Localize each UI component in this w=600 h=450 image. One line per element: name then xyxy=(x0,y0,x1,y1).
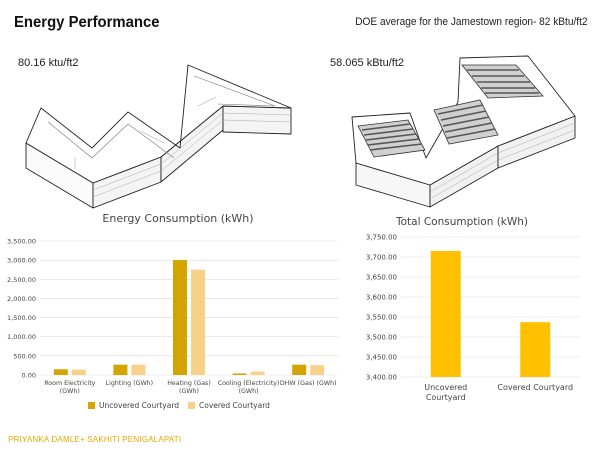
uncovered-eui-label: 80.16 ktu/ft2 xyxy=(18,57,79,69)
x-tick-label: Covered Courtyard xyxy=(497,383,573,392)
y-tick-label: 3,500.00 xyxy=(7,238,36,246)
energy-consumption-chart: Energy Consumption (kWh) 0.00 500.00 1,000.… xyxy=(0,205,345,430)
bar-covered xyxy=(250,371,265,375)
doe-average-note: DOE average for the Jamestown region- 82… xyxy=(355,16,588,28)
bar-uncovered xyxy=(173,260,187,375)
y-tick-label: 3,450.00 xyxy=(366,354,397,362)
x-tick-label: Courtyard xyxy=(426,393,466,402)
bar-uncovered xyxy=(232,373,247,375)
x-tick-label: Cooling (Electricity) xyxy=(218,380,280,387)
bar-total xyxy=(520,322,551,377)
y-tick-label: 1,000.00 xyxy=(7,333,36,341)
author-credit: PRIYANKA DAMLE+ SAKHITI PENIGALAPATI xyxy=(8,435,182,444)
bar-covered xyxy=(131,364,146,375)
chart-title: Total Consumption (kWh) xyxy=(395,216,528,228)
y-tick-label: 3,400.00 xyxy=(366,374,397,382)
bar-uncovered xyxy=(113,364,128,375)
y-tick-label: 2,000.00 xyxy=(7,295,36,303)
bar-uncovered xyxy=(292,364,307,375)
y-tick-label: 2,500.00 xyxy=(7,276,36,284)
y-tick-label: 3,600.00 xyxy=(366,294,397,302)
uncovered-courtyard-render xyxy=(18,40,303,215)
x-tick-label: Uncovered xyxy=(424,383,467,392)
y-tick-label: 3,550.00 xyxy=(366,314,397,322)
legend-swatch-covered xyxy=(188,402,195,409)
y-tick-label: 500.00 xyxy=(13,352,36,360)
y-tick-label: 1,500.00 xyxy=(7,314,36,322)
covered-eui-label: 58.065 kBtu/ft2 xyxy=(330,57,404,69)
bar-uncovered xyxy=(53,369,68,375)
x-tick-label: (GWh) xyxy=(179,388,199,395)
covered-courtyard-render xyxy=(330,40,595,215)
legend-swatch-uncovered xyxy=(88,402,95,409)
bar-total xyxy=(430,251,461,377)
y-tick-label: 3,700.00 xyxy=(366,254,397,262)
x-tick-label: (GWh) xyxy=(239,388,259,395)
legend-label-covered: Covered Courtyard xyxy=(199,401,270,410)
x-tick-label: Room Electricity xyxy=(44,380,95,387)
x-tick-label: Heating (Gas) xyxy=(167,380,211,387)
total-consumption-chart: Total Consumption (kWh) 3,400.00 3,450.00 3… xyxy=(345,205,600,430)
x-tick-label: (GWh) xyxy=(60,388,80,395)
legend-label-uncovered: Uncovered Courtyard xyxy=(99,401,179,410)
y-tick-label: 3,750.00 xyxy=(366,234,397,242)
y-tick-label: 3,500.00 xyxy=(366,334,397,342)
x-tick-label: DHW (Gas) (GWh) xyxy=(280,380,337,387)
bar-covered xyxy=(310,365,325,375)
bar-covered xyxy=(191,269,205,375)
x-tick-label: Lighting (GWh) xyxy=(106,380,153,387)
bar-covered xyxy=(71,369,86,375)
y-tick-label: 3,650.00 xyxy=(366,274,397,282)
y-tick-label: 0.00 xyxy=(22,372,36,380)
chart-title: Energy Consumption (kWh) xyxy=(102,212,253,225)
y-tick-label: 3,000.00 xyxy=(7,257,36,265)
page-title: Energy Performance xyxy=(14,14,160,31)
